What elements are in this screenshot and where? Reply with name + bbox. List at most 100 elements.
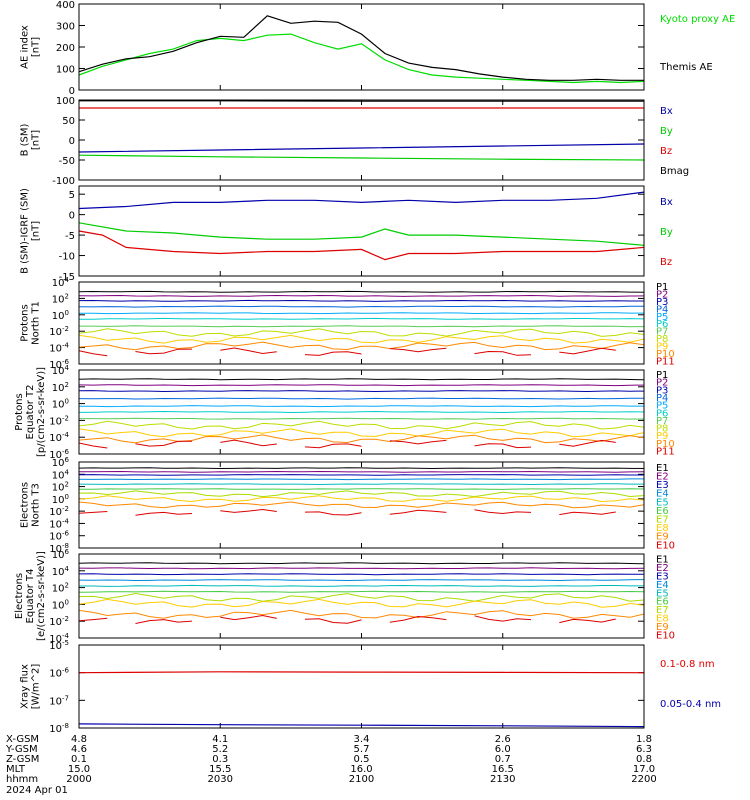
- svg-text:North T1: North T1: [31, 301, 42, 345]
- svg-text:North T3: North T3: [31, 483, 42, 527]
- y-tick-label: -50: [59, 156, 75, 167]
- legend-entry: P8: [656, 424, 668, 435]
- legend-entry: E5: [656, 588, 669, 599]
- x-axis-value: 0.3: [212, 754, 228, 765]
- channel-line-p11: [304, 443, 362, 449]
- panel-2: [78, 99, 645, 181]
- y-tick-label: 0: [69, 211, 75, 222]
- panel-frame: [78, 99, 645, 181]
- y-tick-label: 0: [69, 136, 75, 147]
- y-tick-label: 10-6: [49, 667, 69, 680]
- channel-line-e10: [78, 617, 108, 622]
- x-axis-value: 2000: [66, 774, 91, 785]
- x-axis-value: 0.1: [71, 754, 87, 765]
- svg-text:Electrons: Electrons: [20, 482, 31, 528]
- channel-line-p11: [78, 442, 108, 449]
- channel-line-p10: [78, 434, 645, 444]
- series-line-0-1-0-8-nm: [78, 671, 645, 674]
- y-tick-label: 10-8: [49, 722, 69, 735]
- channel-line-e10: [559, 511, 616, 516]
- legend-entry: P8: [656, 334, 668, 345]
- legend-entry: P11: [656, 446, 675, 457]
- panel-5: [78, 369, 645, 455]
- channel-line-p5: [79, 405, 644, 408]
- svg-text:Protons: Protons: [14, 393, 25, 430]
- legend-entry: P3: [656, 385, 668, 396]
- channel-line-p6: [78, 317, 645, 320]
- svg-text:B (SM): B (SM): [20, 123, 31, 156]
- legend-entry: P5: [656, 401, 668, 412]
- legend-entry: P7: [656, 416, 668, 427]
- legend-entry: E1: [656, 463, 669, 474]
- svg-text:AE index: AE index: [20, 25, 31, 69]
- channel-line-p3: [78, 390, 645, 393]
- panel-1: [78, 3, 645, 91]
- y-tick-label: -100: [52, 176, 75, 187]
- channel-line-e10: [559, 618, 616, 624]
- svg-text:[nT]: [nT]: [31, 130, 42, 150]
- legend-entry: Bx: [660, 197, 673, 208]
- y-tick-label: 10-4: [49, 342, 69, 355]
- y-tick-label: 0: [69, 86, 75, 97]
- channel-line-e10: [220, 508, 277, 513]
- legend-entry: P1: [656, 370, 668, 381]
- channel-line-e6: [78, 590, 645, 593]
- y-tick-label: 10-4: [49, 431, 69, 444]
- y-tick-label: -10: [59, 252, 75, 263]
- series-line-bx: [78, 143, 645, 153]
- y-tick-label: 10-6: [49, 358, 69, 371]
- series-line-by: [78, 154, 645, 161]
- channel-line-e7: [78, 490, 645, 498]
- channel-line-p11: [474, 350, 532, 356]
- y-tick-label: 10-5: [49, 639, 69, 652]
- channel-line-e7: [78, 592, 645, 602]
- channel-line-e5: [79, 584, 644, 587]
- svg-text:Electrons: Electrons: [14, 573, 25, 619]
- svg-text:Protons: Protons: [20, 304, 31, 341]
- panel-5-ylabel: Protons Equator T2 [p/(cm2-s-sr-keV)]: [14, 367, 47, 457]
- channel-line-e1: [78, 467, 645, 470]
- y-tick-label: 102: [52, 292, 69, 305]
- x-axis-value: 1.8: [636, 734, 652, 745]
- channel-line-p11: [220, 439, 277, 447]
- legend-entry: P2: [656, 289, 668, 300]
- panel-frame: [78, 461, 645, 549]
- channel-line-p8: [78, 420, 645, 430]
- legend-entry: E2: [656, 471, 669, 482]
- legend-entry: P3: [656, 297, 668, 308]
- channel-line-e10: [135, 511, 193, 516]
- x-axis-value: 4.6: [71, 744, 87, 755]
- channel-line-p11: [389, 347, 447, 353]
- series-line-themis-ae: [78, 15, 644, 81]
- legend-entry: 0.1-0.8 nm: [660, 659, 715, 670]
- y-tick-label: 104: [52, 364, 70, 377]
- x-axis-value: 2030: [208, 774, 233, 785]
- y-tick-label: 10-8: [49, 542, 69, 555]
- channel-line-p11: [559, 347, 616, 355]
- svg-text:[nT]: [nT]: [31, 221, 42, 241]
- y-tick-label: 10-2: [49, 615, 69, 628]
- channel-line-e10: [304, 511, 362, 516]
- legend-entry: E1: [656, 555, 669, 566]
- svg-text:B (SM)-IGRF (SM): B (SM)-IGRF (SM): [20, 188, 31, 274]
- legend-entry: E3: [656, 480, 669, 491]
- x-axis-row-label: hhmm: [6, 774, 38, 785]
- channel-line-e4: [78, 478, 644, 481]
- legend-entry: P9: [656, 431, 668, 442]
- panel-frame: [78, 281, 645, 365]
- legend-entry: E7: [656, 605, 669, 616]
- legend-entry: E2: [656, 563, 669, 574]
- panel-7: [78, 553, 645, 639]
- channel-line-p11: [304, 351, 362, 356]
- y-tick-label: 104: [52, 468, 70, 481]
- channel-line-p11: [135, 348, 193, 355]
- channel-line-p7: [79, 417, 645, 420]
- x-axis-row-label: Y-GSM: [5, 744, 38, 755]
- x-axis-value: 6.3: [636, 744, 652, 755]
- series-line-by: [78, 222, 645, 246]
- y-tick-label: 10-4: [49, 632, 69, 645]
- x-axis-value: 0.5: [354, 754, 370, 765]
- channel-line-p8: [78, 328, 645, 337]
- channel-line-p11: [220, 347, 277, 355]
